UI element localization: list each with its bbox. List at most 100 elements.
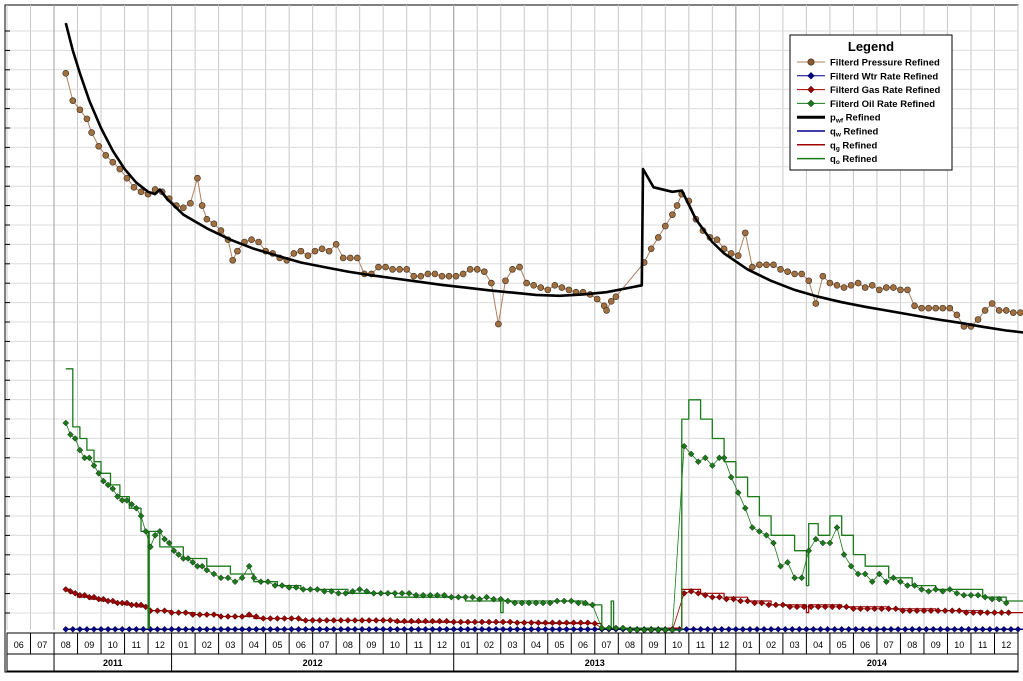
water-rate-point <box>937 626 944 633</box>
month-tick-label: 09 <box>366 640 376 650</box>
pressure-point <box>346 254 354 262</box>
water-rate-point <box>866 626 874 633</box>
oil-rate-point <box>441 591 448 599</box>
gas-rate-point <box>1005 609 1012 616</box>
pressure-point <box>311 247 319 255</box>
gas-rate-point <box>716 593 723 601</box>
pressure-point <box>452 272 460 280</box>
gas-rate-point <box>814 603 822 611</box>
gas-rate-point <box>123 599 131 607</box>
pressure-point <box>69 97 77 104</box>
water-rate-point <box>457 626 465 633</box>
gas-rate-point <box>513 619 521 626</box>
month-tick-label: 07 <box>884 640 894 650</box>
water-rate-point <box>838 626 845 633</box>
pressure-point <box>939 304 947 312</box>
oil-rate-point <box>932 586 939 593</box>
oil-rate-point <box>995 595 1003 603</box>
water-rate-point <box>704 626 711 633</box>
gas-rate-point <box>323 617 331 624</box>
gas-rate-point <box>274 615 281 622</box>
series-layer <box>62 22 1023 634</box>
oil-rate-point <box>321 588 328 595</box>
legend-entry-label: pwf Refined <box>830 113 881 125</box>
gas-rate-point <box>807 603 815 611</box>
month-tick-label: 10 <box>672 640 682 650</box>
year-label: 2012 <box>303 658 323 668</box>
water-rate-point <box>499 626 507 633</box>
oil-rate-point <box>147 543 154 551</box>
legend-entry-label: qw Refined <box>830 127 879 139</box>
water-rate-point <box>549 626 556 633</box>
legend-entry-label: Filterd Oil Rate Refined <box>830 99 935 110</box>
oil-rate-point <box>426 591 434 599</box>
oil-rate-point <box>142 528 150 535</box>
gas-rate-point <box>394 617 401 625</box>
oil-rate-point <box>749 524 756 531</box>
gas-rate-point <box>203 611 211 618</box>
month-tick-label: 01 <box>178 640 188 650</box>
oil-rate-point <box>939 588 947 595</box>
month-tick-label: 02 <box>202 640 212 650</box>
water-rate-point <box>697 626 704 633</box>
gas-rate-point <box>723 595 730 603</box>
water-rate-point <box>302 626 309 633</box>
oil-rate-point <box>114 493 121 500</box>
oil-rate-point <box>770 539 777 547</box>
gas-rate-point <box>351 617 359 624</box>
month-tick-label: 12 <box>719 640 729 650</box>
oil-rate-point <box>405 590 413 597</box>
pressure-point <box>194 174 201 182</box>
water-rate-point <box>175 626 182 633</box>
gas-rate-point <box>133 601 140 609</box>
month-tick-label: 08 <box>61 640 71 650</box>
oil-rate-point <box>363 588 371 595</box>
pressure-point <box>389 266 396 273</box>
gas-rate-point <box>436 617 443 625</box>
oil-rate-point <box>883 578 890 585</box>
oil-rate-point <box>575 599 582 607</box>
water-rate-point <box>252 626 260 633</box>
water-rate-point <box>210 626 218 633</box>
gas-rate-point <box>821 603 829 611</box>
gas-rate-point <box>535 619 542 626</box>
pressure-point <box>565 286 573 294</box>
oil-rate-point <box>384 590 392 597</box>
gas-rate-point <box>415 617 422 625</box>
water-rate-point <box>133 626 140 633</box>
water-rate-point <box>831 626 838 633</box>
pressure-point <box>847 282 855 289</box>
water-rate-point <box>577 626 584 633</box>
water-rate-point <box>443 626 450 633</box>
gas-rate-point <box>175 609 182 616</box>
water-rate-point <box>316 626 323 633</box>
water-rate-point <box>944 626 951 633</box>
gas-rate-point <box>81 591 88 599</box>
pressure-point <box>1017 309 1023 316</box>
pwf-refined-line <box>64 22 1023 334</box>
water-rate-point <box>90 626 98 633</box>
pressure-point <box>911 302 918 310</box>
oil-rate-point <box>86 454 93 462</box>
water-rate-point <box>986 626 994 633</box>
pressure-point <box>248 236 255 244</box>
pressure-point <box>777 266 784 273</box>
water-rate-point <box>803 626 810 633</box>
oil-rate-point <box>314 586 321 593</box>
pressure-point <box>375 263 382 271</box>
month-tick-label: 11 <box>414 640 423 650</box>
water-rate-point <box>683 626 690 633</box>
oil-rate-point <box>720 454 728 462</box>
water-rate-point <box>513 626 521 633</box>
gas-rate-point <box>71 590 79 597</box>
gas-rate-point <box>316 617 323 624</box>
water-rate-point <box>267 626 274 633</box>
month-tick-label: 02 <box>484 640 494 650</box>
oil-rate-point <box>349 588 356 595</box>
oil-rate-point <box>194 562 201 570</box>
legend-title: Legend <box>848 39 894 54</box>
gas-rate-point <box>758 599 766 607</box>
water-rate-point <box>753 626 761 633</box>
pressure-point <box>791 270 798 278</box>
gas-rate-point <box>542 619 549 626</box>
